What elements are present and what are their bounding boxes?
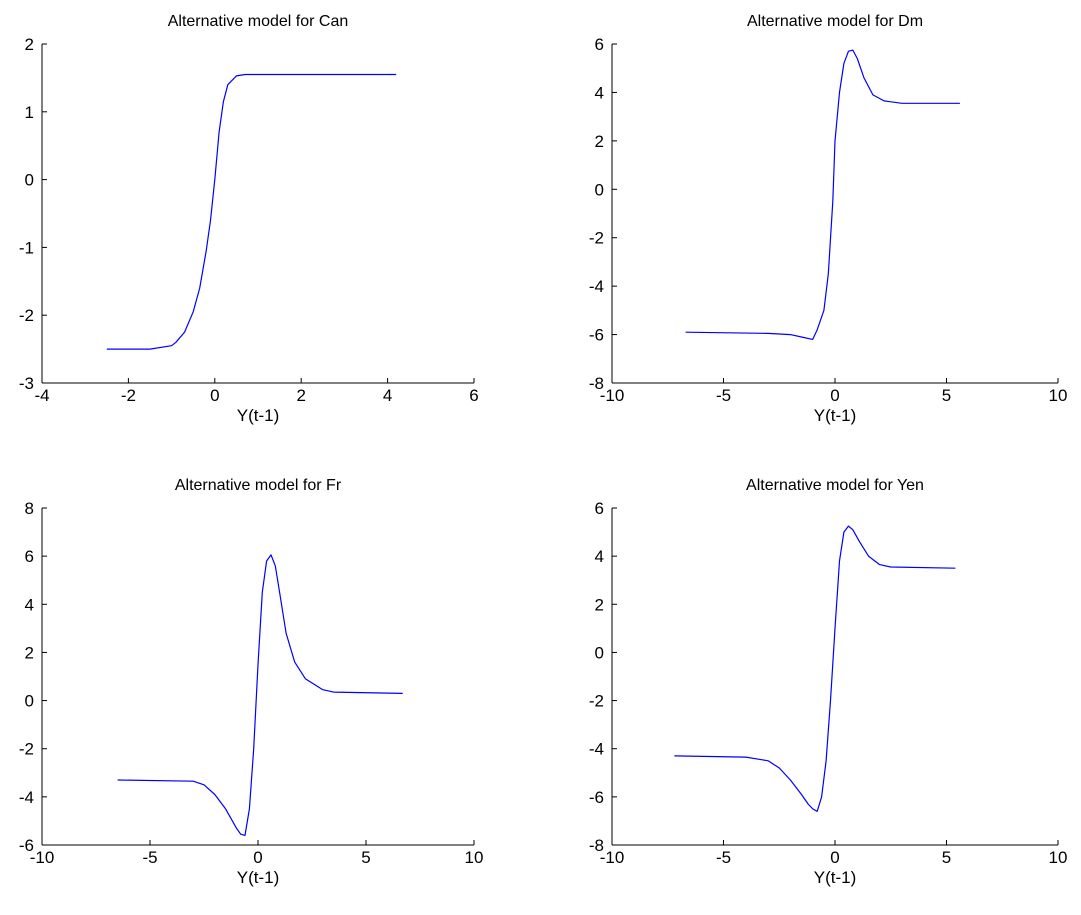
x-tick-label: -5 bbox=[142, 848, 157, 867]
x-tick-label: -10 bbox=[30, 848, 55, 867]
x-tick-label: -2 bbox=[121, 386, 136, 405]
x-tick-label: -5 bbox=[716, 386, 731, 405]
y-tick-label: -6 bbox=[589, 326, 604, 345]
x-tick-label: 5 bbox=[942, 386, 951, 405]
x-tick-label: 2 bbox=[296, 386, 305, 405]
y-tick-label: -4 bbox=[19, 788, 34, 807]
x-axis-title: Y(t-1) bbox=[237, 868, 280, 887]
series-line bbox=[106, 73, 397, 350]
y-tick-label: 4 bbox=[595, 547, 604, 566]
x-tick-label: 0 bbox=[210, 386, 219, 405]
y-tick-label: 1 bbox=[25, 103, 34, 122]
y-tick-label: -2 bbox=[589, 229, 604, 248]
x-axis-title: Y(t-1) bbox=[814, 868, 857, 887]
chart-panel-3: -10 -5 0 5 10 -6 -4 -2 0 2 4 6 8 Alternative model fo… bbox=[19, 477, 484, 887]
y-tick-label: 0 bbox=[595, 643, 604, 662]
y-tick-label: 6 bbox=[25, 547, 34, 566]
y-tick-label: 4 bbox=[595, 83, 604, 102]
y-tick-label: -8 bbox=[589, 374, 604, 393]
y-tick-label: -6 bbox=[19, 836, 34, 855]
x-axis-title: Y(t-1) bbox=[814, 406, 857, 425]
x-tick-label: 5 bbox=[361, 848, 370, 867]
x-tick-label: -10 bbox=[600, 386, 625, 405]
chart-title: Alternative model for Yen bbox=[746, 477, 924, 494]
y-tick-label: 8 bbox=[25, 499, 34, 518]
x-tick-label: 0 bbox=[253, 848, 262, 867]
series-line bbox=[117, 554, 403, 837]
series-line bbox=[685, 49, 960, 340]
y-tick-label: 2 bbox=[595, 132, 604, 151]
x-tick-label: -4 bbox=[34, 386, 49, 405]
series-line bbox=[674, 525, 956, 812]
x-tick-label: 4 bbox=[383, 386, 392, 405]
chart-panel-2: -10 -5 0 5 10 -8 -6 -4 -2 0 2 4 6 Alternative model f… bbox=[589, 13, 1068, 425]
y-tick-label: 0 bbox=[25, 171, 34, 190]
chart-title: Alternative model for Dm bbox=[747, 13, 923, 30]
chart-panel-1: -4 -2 0 2 4 6 -3 -2 -1 0 1 2 Alternative model for C… bbox=[19, 13, 479, 425]
x-axis-title: Y(t-1) bbox=[237, 406, 280, 425]
chart-panel-4: -10 -5 0 5 10 -8 -6 -4 -2 0 2 4 6 Alternative model f… bbox=[589, 477, 1068, 887]
y-tick-label: -4 bbox=[589, 740, 604, 759]
y-tick-label: 0 bbox=[595, 180, 604, 199]
y-tick-label: 4 bbox=[25, 595, 34, 614]
y-tick-label: 2 bbox=[25, 35, 34, 54]
chart-title: Alternative model for Fr bbox=[175, 477, 342, 494]
y-tick-label: -3 bbox=[19, 374, 34, 393]
y-tick-label: -6 bbox=[589, 788, 604, 807]
x-tick-label: 0 bbox=[830, 848, 839, 867]
x-tick-label: 5 bbox=[942, 848, 951, 867]
x-tick-label: -5 bbox=[716, 848, 731, 867]
y-tick-label: 6 bbox=[595, 499, 604, 518]
y-tick-label: -4 bbox=[589, 277, 604, 296]
y-tick-label: 0 bbox=[25, 692, 34, 711]
y-tick-label: 2 bbox=[25, 643, 34, 662]
y-tick-label: -8 bbox=[589, 836, 604, 855]
y-tick-label: 6 bbox=[595, 35, 604, 54]
x-tick-label: 0 bbox=[830, 386, 839, 405]
y-tick-label: -2 bbox=[19, 740, 34, 759]
y-tick-label: -2 bbox=[589, 692, 604, 711]
y-tick-label: 2 bbox=[595, 595, 604, 614]
x-tick-label: 10 bbox=[1049, 848, 1068, 867]
x-tick-label: 10 bbox=[465, 848, 484, 867]
x-tick-label: -10 bbox=[600, 848, 625, 867]
y-tick-label: -2 bbox=[19, 306, 34, 325]
x-tick-label: 10 bbox=[1049, 386, 1068, 405]
y-tick-label: -1 bbox=[19, 238, 34, 257]
chart-title: Alternative model for Can bbox=[168, 13, 349, 30]
x-tick-label: 6 bbox=[469, 386, 478, 405]
